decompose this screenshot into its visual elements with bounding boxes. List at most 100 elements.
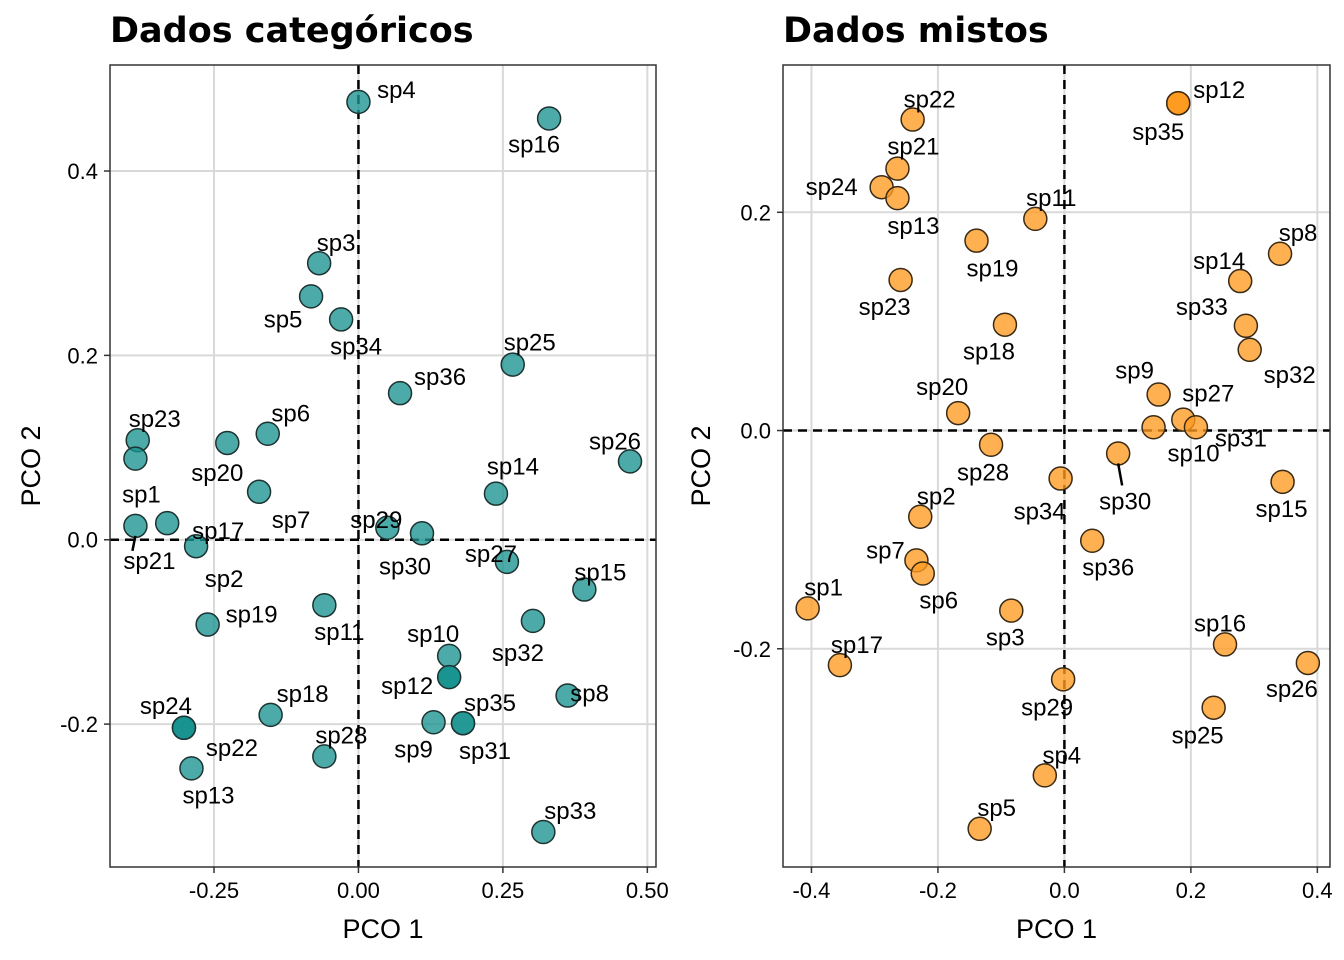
point-label: sp11: [1026, 185, 1076, 212]
data-point: [1032, 763, 1058, 788]
x-tick-label: -0.25: [189, 878, 239, 903]
point-label: sp26: [1266, 676, 1318, 703]
data-point: [999, 598, 1024, 623]
data-point: [328, 307, 354, 332]
point-label: sp28: [957, 460, 1009, 487]
data-point: [536, 106, 562, 131]
data-point: [1212, 632, 1238, 657]
point-label: sp31: [1215, 425, 1267, 452]
data-point: [1165, 90, 1191, 116]
data-point: [964, 228, 989, 253]
data-point: [123, 446, 148, 471]
plot-frame: [109, 64, 657, 868]
data-point: [387, 380, 413, 406]
x-tick-label: 0.25: [481, 878, 524, 903]
data-point: [1141, 415, 1166, 440]
point-label: sp1: [804, 574, 843, 601]
data-point: [450, 710, 476, 736]
point-label: sp25: [504, 330, 556, 357]
point-label: sp6: [919, 587, 958, 614]
data-point: [555, 683, 580, 708]
data-point: [1227, 268, 1253, 294]
point-label: sp24: [806, 174, 858, 201]
x-tick-label: 0.50: [626, 878, 669, 903]
point-label: sp10: [407, 621, 459, 648]
y-tick-label: 0.2: [67, 343, 98, 368]
data-point: [1267, 241, 1293, 267]
label-leader-line: [1116, 463, 1124, 486]
point-label: sp36: [414, 364, 466, 391]
point-label: sp7: [866, 537, 905, 564]
x-axis-title: PCO 1: [342, 914, 423, 944]
point-label: sp2: [205, 566, 244, 593]
data-point: [520, 608, 546, 634]
x-tick-label: -0.2: [919, 878, 957, 903]
data-point: [885, 185, 910, 211]
point-label: sp14: [1193, 248, 1245, 275]
data-point: [900, 107, 925, 132]
point-label: sp2: [917, 484, 956, 511]
data-point: [1048, 466, 1073, 491]
data-point: [483, 481, 509, 506]
data-point: [885, 156, 910, 181]
point-label: sp3: [317, 230, 356, 257]
data-point: [1183, 415, 1209, 440]
data-point: [171, 715, 197, 741]
point-label: sp30: [1099, 488, 1151, 515]
point-label: sp4: [377, 77, 416, 104]
point-label: sp15: [574, 560, 626, 587]
data-point: [494, 549, 520, 575]
data-point: [436, 664, 462, 690]
point-label: sp19: [966, 256, 1018, 283]
data-point: [312, 592, 337, 618]
point-label: sp32: [492, 640, 544, 667]
data-point: [795, 596, 820, 621]
y-tick-label: 0.2: [740, 200, 771, 225]
point-label: sp9: [394, 736, 433, 763]
point-label: sp18: [963, 339, 1015, 366]
data-point: [531, 819, 556, 845]
point-label: sp33: [1176, 294, 1228, 321]
point-label: sp7: [272, 507, 311, 534]
data-point: [195, 612, 220, 637]
data-point: [500, 352, 525, 377]
point-label: sp25: [1172, 723, 1224, 750]
point-label: sp4: [1042, 742, 1081, 769]
data-point: [992, 312, 1018, 337]
point-label: sp21: [123, 548, 175, 575]
point-label: sp1: [122, 482, 161, 509]
data-point: [409, 521, 435, 546]
data-point: [978, 432, 1004, 457]
data-point: [1023, 206, 1048, 232]
point-label: sp13: [887, 213, 939, 240]
data-point: [183, 533, 209, 559]
point-label: sp34: [330, 333, 382, 360]
point-label: sp22: [206, 735, 258, 762]
panel-dados-mistos: Dados mistos sp22 sp12 sp35 sp21 sp24 sp13 sp11…: [686, 11, 1333, 944]
point-label: sp14: [487, 454, 539, 481]
point-label: sp5: [264, 306, 303, 333]
point-label: sp16: [1194, 610, 1246, 637]
point-label: sp19: [226, 602, 278, 629]
point-label: sp27: [465, 541, 517, 568]
y-tick-label: -0.2: [60, 712, 98, 737]
point-label: sp32: [1264, 362, 1316, 389]
data-point: [154, 510, 180, 536]
data-point: [123, 513, 148, 539]
point-label: sp6: [271, 401, 310, 428]
y-tick-label: -0.2: [733, 637, 771, 662]
point-label: sp13: [182, 782, 234, 809]
point-label: sp11: [314, 619, 364, 646]
data-point: [617, 449, 643, 474]
point-label: sp17: [831, 632, 883, 659]
x-tick-label: 0.4: [1302, 878, 1333, 903]
data-point: [572, 577, 597, 602]
y-axis-title: PCO 2: [16, 425, 46, 506]
point-label: sp28: [315, 722, 367, 749]
data-point: [1146, 382, 1171, 407]
data-point: [375, 515, 400, 541]
data-point: [312, 744, 337, 769]
data-point: [346, 89, 371, 115]
data-point: [306, 250, 332, 276]
point-label: sp27: [1182, 381, 1234, 408]
